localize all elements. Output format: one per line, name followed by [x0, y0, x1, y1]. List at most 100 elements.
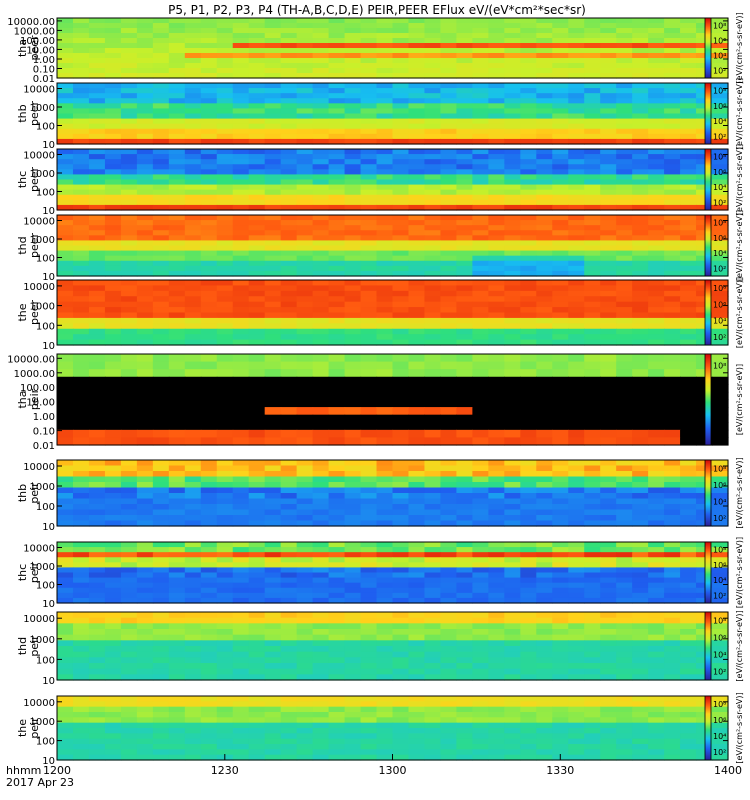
heat-cell	[88, 339, 106, 346]
heat-cell	[392, 123, 410, 130]
heat-cell	[344, 83, 362, 89]
heat-cell	[184, 323, 202, 330]
heat-cell	[616, 290, 633, 297]
heat-cell	[536, 706, 553, 713]
heat-cell	[296, 407, 314, 416]
heat-cell	[488, 493, 505, 500]
heat-cell	[72, 646, 90, 653]
heat-cell	[392, 48, 410, 54]
heat-cell	[104, 138, 122, 145]
heat-cell	[120, 220, 138, 226]
heat-cell	[72, 460, 90, 467]
heat-cell	[120, 422, 138, 431]
heat-cell	[376, 133, 394, 140]
heat-cell	[456, 651, 473, 658]
heat-cell	[184, 194, 202, 201]
product-label: peir	[28, 635, 41, 657]
heat-cell	[712, 577, 729, 584]
heat-cell	[600, 53, 617, 59]
heat-cell	[312, 562, 330, 569]
heat-cell	[264, 487, 282, 494]
heat-cell	[440, 123, 458, 130]
heat-cell	[424, 651, 442, 658]
heat-cell	[424, 240, 442, 247]
heat-cell	[648, 509, 665, 516]
heat-cell	[280, 133, 298, 140]
heat-cell	[88, 18, 106, 24]
heat-cell	[184, 63, 202, 69]
heat-cell	[376, 498, 394, 505]
heat-cell	[88, 354, 106, 363]
y-tick-label: 1000	[30, 482, 55, 493]
heat-cell	[680, 103, 697, 110]
heat-cell	[648, 471, 665, 478]
heat-cell	[472, 597, 489, 604]
heat-cell	[712, 384, 729, 393]
heat-cell	[408, 542, 426, 548]
heat-cell	[664, 68, 681, 74]
heat-cell	[696, 220, 713, 226]
heat-cell	[216, 482, 234, 489]
heat-cell	[312, 38, 330, 44]
heat-cell	[504, 204, 521, 211]
heat-cell	[520, 307, 537, 314]
heat-cell	[120, 582, 138, 589]
heat-cell	[88, 323, 106, 330]
heat-cell	[648, 270, 665, 277]
heat-cell	[120, 108, 138, 115]
heat-cell	[168, 118, 186, 125]
heat-cell	[520, 657, 537, 664]
heat-cell	[264, 38, 282, 44]
heat-cell	[216, 674, 234, 681]
heat-cell	[104, 376, 122, 385]
heat-cell	[88, 542, 106, 548]
heat-cell	[648, 557, 665, 563]
heat-cell	[184, 339, 202, 346]
heat-cell	[536, 547, 553, 553]
heat-cell	[616, 482, 633, 489]
heat-cell	[200, 722, 218, 729]
heat-cell	[680, 399, 697, 408]
heat-cell	[392, 204, 410, 211]
heat-cell	[440, 557, 458, 563]
heat-cell	[248, 651, 266, 658]
heat-cell	[312, 98, 330, 104]
heat-cell	[520, 199, 537, 206]
heat-cell	[120, 118, 138, 125]
heat-cell	[424, 113, 442, 120]
heat-cell	[488, 354, 505, 363]
heat-cell	[344, 623, 362, 630]
heat-cell	[408, 515, 426, 522]
heat-cell	[88, 482, 106, 489]
heat-cell	[184, 225, 202, 231]
heat-cell	[456, 414, 473, 423]
heat-cell	[440, 260, 458, 267]
heat-cell	[152, 547, 170, 553]
heat-cell	[136, 265, 154, 272]
heat-cell	[616, 567, 633, 574]
y-tick-label: 100	[36, 321, 55, 332]
heat-cell	[280, 696, 298, 702]
heat-cell	[632, 88, 649, 94]
heat-cell	[280, 617, 298, 624]
heat-cell	[152, 617, 170, 624]
heat-cell	[296, 149, 314, 155]
heat-cell	[264, 663, 282, 670]
heat-cell	[168, 240, 186, 247]
heat-cell	[216, 422, 234, 431]
heat-cell	[376, 376, 394, 385]
heat-cell	[184, 118, 202, 125]
heat-cell	[232, 674, 250, 681]
heat-cell	[664, 18, 681, 24]
heat-cell	[456, 280, 473, 287]
heat-cell	[152, 407, 170, 416]
heat-cell	[296, 587, 314, 594]
heat-cell	[312, 471, 330, 478]
heat-cell	[600, 429, 617, 439]
heat-cell	[104, 98, 122, 104]
heat-cell	[376, 240, 394, 247]
heat-cell	[536, 422, 553, 431]
heat-cell	[376, 280, 394, 287]
